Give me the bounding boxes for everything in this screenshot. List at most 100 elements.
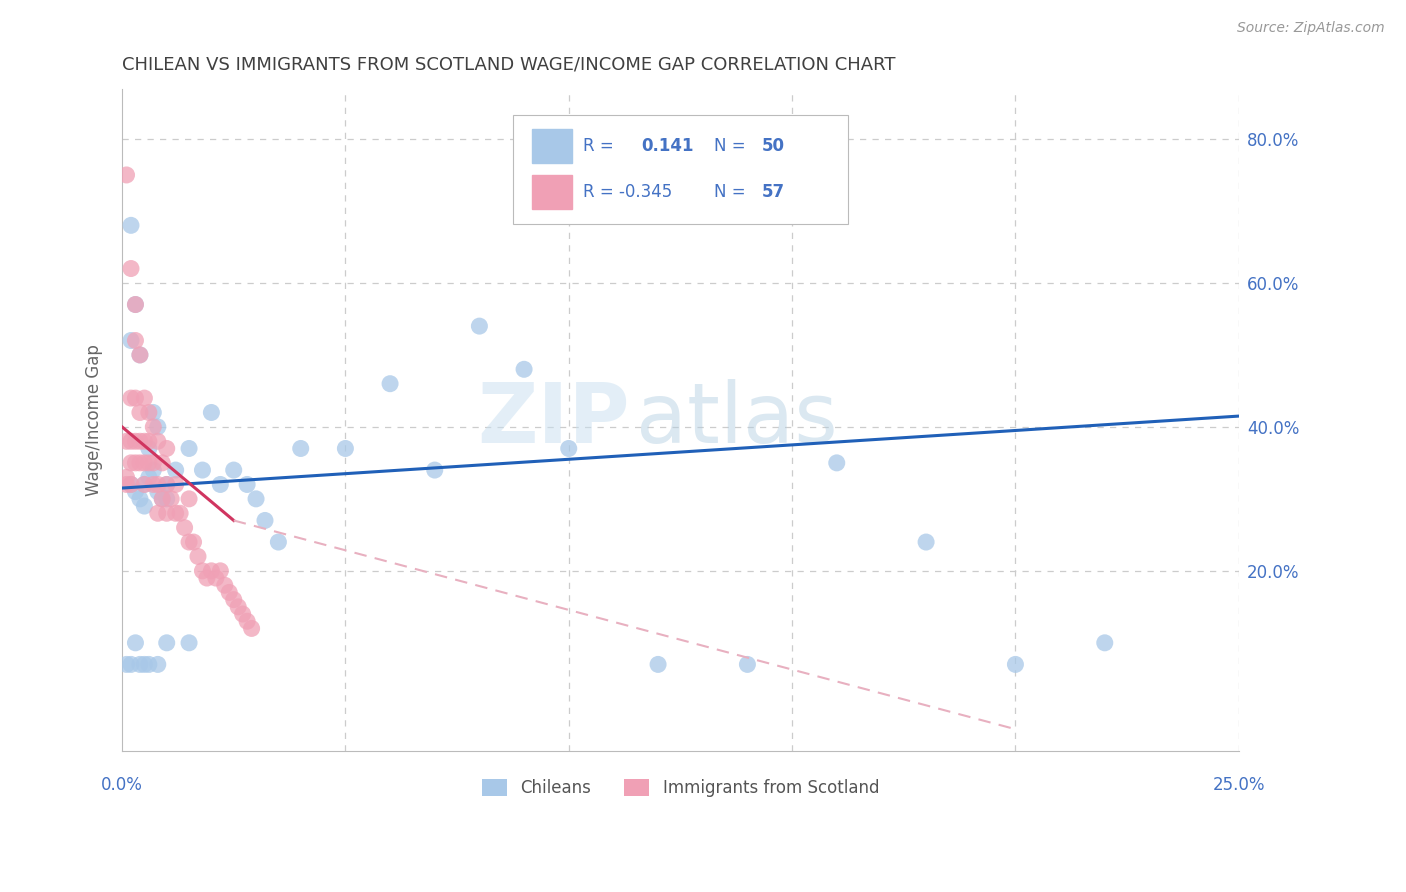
Point: [134, 499, 156, 513]
Point: [120, 477, 142, 491]
Point: [915, 535, 938, 549]
Bar: [531, 129, 572, 163]
Point: [120, 261, 142, 276]
Point: [245, 491, 267, 506]
Text: atlas: atlas: [636, 379, 838, 460]
Point: [737, 657, 759, 672]
Point: [150, 491, 173, 506]
Point: [115, 168, 138, 182]
Point: [222, 463, 245, 477]
Point: [209, 564, 232, 578]
Point: [138, 657, 160, 672]
Point: [165, 506, 187, 520]
Point: [146, 434, 169, 449]
Text: 0.141: 0.141: [641, 137, 693, 155]
Point: [240, 622, 263, 636]
Point: [142, 477, 165, 491]
Point: [115, 657, 138, 672]
Text: CHILEAN VS IMMIGRANTS FROM SCOTLAND WAGE/INCOME GAP CORRELATION CHART: CHILEAN VS IMMIGRANTS FROM SCOTLAND WAGE…: [122, 55, 896, 73]
Point: [647, 657, 669, 672]
Point: [156, 442, 179, 456]
Point: [165, 477, 187, 491]
Point: [115, 434, 138, 449]
Point: [232, 607, 254, 621]
Point: [177, 535, 200, 549]
Text: 57: 57: [762, 183, 785, 201]
Point: [156, 491, 179, 506]
Point: [129, 348, 152, 362]
Point: [124, 434, 146, 449]
Text: N =: N =: [714, 183, 745, 201]
Point: [138, 434, 160, 449]
Point: [335, 442, 357, 456]
Point: [378, 376, 401, 391]
Point: [177, 442, 200, 456]
Point: [138, 442, 160, 456]
Point: [120, 219, 142, 233]
Point: [290, 442, 312, 456]
Y-axis label: Wage/Income Gap: Wage/Income Gap: [86, 343, 103, 496]
Point: [129, 456, 152, 470]
Point: [191, 463, 214, 477]
Point: [146, 506, 169, 520]
Point: [236, 614, 259, 628]
Text: Source: ZipAtlas.com: Source: ZipAtlas.com: [1237, 21, 1385, 36]
Point: [423, 463, 446, 477]
Point: [146, 420, 169, 434]
Point: [138, 456, 160, 470]
Text: R = -0.345: R = -0.345: [583, 183, 672, 201]
Point: [209, 477, 232, 491]
Point: [120, 456, 142, 470]
Point: [134, 477, 156, 491]
Point: [134, 477, 156, 491]
Legend: Chileans, Immigrants from Scotland: Chileans, Immigrants from Scotland: [475, 772, 886, 804]
Point: [124, 297, 146, 311]
Point: [200, 564, 222, 578]
Point: [115, 477, 138, 491]
Point: [124, 391, 146, 405]
Point: [129, 434, 152, 449]
Point: [226, 599, 249, 614]
Point: [129, 348, 152, 362]
Text: R =: R =: [583, 137, 614, 155]
Point: [214, 578, 236, 592]
Text: N =: N =: [714, 137, 745, 155]
Point: [146, 657, 169, 672]
Point: [120, 477, 142, 491]
Point: [120, 391, 142, 405]
Text: ZIP: ZIP: [478, 379, 630, 460]
Point: [142, 456, 165, 470]
Point: [146, 484, 169, 499]
Point: [134, 456, 156, 470]
Point: [173, 521, 195, 535]
Point: [115, 470, 138, 484]
Point: [129, 491, 152, 506]
Point: [124, 636, 146, 650]
Point: [120, 434, 142, 449]
Point: [267, 535, 290, 549]
Point: [138, 405, 160, 419]
Point: [120, 334, 142, 348]
Point: [222, 592, 245, 607]
Point: [150, 491, 173, 506]
FancyBboxPatch shape: [513, 115, 848, 224]
Point: [1094, 636, 1116, 650]
Point: [513, 362, 536, 376]
Point: [169, 506, 191, 520]
Point: [138, 470, 160, 484]
Point: [236, 477, 259, 491]
Point: [142, 405, 165, 419]
Point: [165, 463, 187, 477]
Text: 0.0%: 0.0%: [101, 776, 143, 794]
Point: [124, 484, 146, 499]
Point: [195, 571, 218, 585]
Point: [200, 405, 222, 419]
Point: [1004, 657, 1026, 672]
Point: [142, 420, 165, 434]
Text: 50: 50: [762, 137, 785, 155]
Point: [129, 405, 152, 419]
Point: [558, 442, 581, 456]
Point: [218, 585, 240, 599]
Point: [177, 491, 200, 506]
Point: [156, 636, 179, 650]
